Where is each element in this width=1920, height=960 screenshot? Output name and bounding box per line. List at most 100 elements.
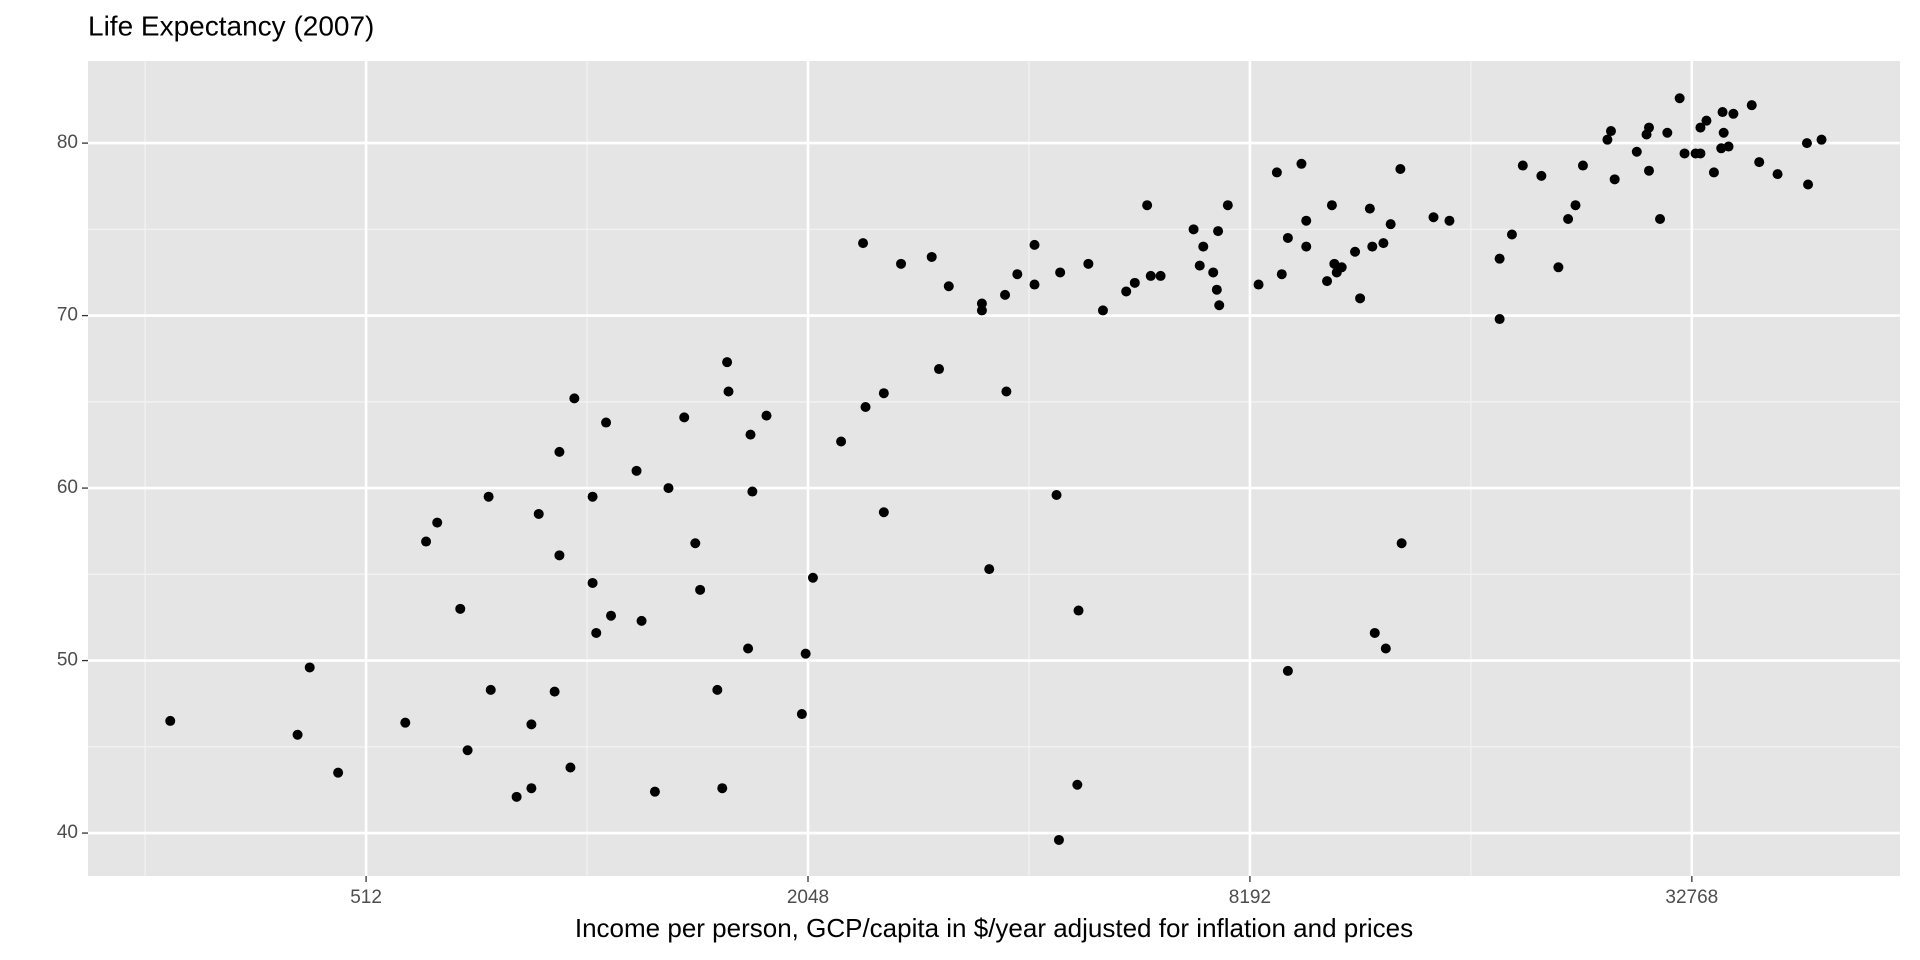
point [1000, 289, 1011, 300]
point [976, 298, 987, 309]
x-tick-label: 32768 [1665, 887, 1718, 908]
point [1674, 93, 1685, 104]
point [1276, 269, 1287, 280]
point [1271, 167, 1282, 178]
point [485, 684, 496, 695]
point [1083, 258, 1094, 269]
y-tick-label: 70 [57, 305, 78, 326]
point [587, 577, 598, 588]
point [1385, 219, 1396, 230]
point [743, 643, 754, 654]
point [1717, 107, 1728, 118]
point [1194, 260, 1205, 271]
point [860, 402, 871, 413]
point [1662, 127, 1673, 138]
point [601, 417, 612, 428]
point [533, 508, 544, 519]
point [526, 783, 537, 794]
point [1803, 179, 1814, 190]
point [1444, 215, 1455, 226]
point [1772, 169, 1783, 180]
point [690, 538, 701, 549]
point [1536, 170, 1547, 181]
point [1718, 127, 1729, 138]
point [807, 572, 818, 583]
point [1723, 141, 1734, 152]
point [1198, 241, 1209, 252]
point [943, 281, 954, 292]
point [1296, 158, 1307, 169]
point [1506, 229, 1517, 240]
point [549, 686, 560, 697]
point [896, 258, 907, 269]
point [1029, 239, 1040, 250]
point [636, 615, 647, 626]
point [304, 662, 315, 673]
point [800, 648, 811, 659]
point [1073, 605, 1084, 616]
point [333, 767, 344, 778]
point [984, 564, 995, 575]
point [836, 436, 847, 447]
point [976, 305, 987, 316]
point [1708, 167, 1719, 178]
point [1577, 160, 1588, 171]
point [1145, 270, 1156, 281]
point [1322, 276, 1333, 287]
point [1643, 165, 1654, 176]
point [165, 715, 176, 726]
point [1355, 293, 1366, 304]
point [878, 507, 889, 518]
point [1072, 779, 1083, 790]
point [1695, 148, 1706, 159]
point [1213, 226, 1224, 237]
point [1097, 305, 1108, 316]
point [511, 791, 522, 802]
y-tick-label: 60 [57, 477, 78, 498]
point [1055, 267, 1066, 278]
point [796, 709, 807, 720]
point [1155, 270, 1166, 281]
point [1428, 212, 1439, 223]
point [1605, 126, 1616, 137]
point [1746, 100, 1757, 111]
point [1553, 262, 1564, 273]
y-tick-label: 50 [57, 650, 78, 671]
point [1129, 277, 1140, 288]
x-tick-label: 8192 [1229, 887, 1271, 908]
point [1367, 241, 1378, 252]
point [1602, 134, 1613, 145]
point [1631, 146, 1642, 157]
point [1396, 538, 1407, 549]
point [1378, 238, 1389, 249]
point [565, 762, 576, 773]
point [934, 364, 945, 375]
point [554, 550, 565, 561]
point [1121, 286, 1132, 297]
point [649, 786, 660, 797]
point [292, 729, 303, 740]
point [1336, 262, 1347, 273]
point [400, 717, 411, 728]
point [1208, 267, 1219, 278]
point [1369, 627, 1380, 638]
point [878, 388, 889, 399]
point [1609, 174, 1620, 185]
point [1364, 203, 1375, 214]
point [1214, 300, 1225, 311]
point [1142, 200, 1153, 211]
point [1517, 160, 1528, 171]
point [587, 491, 598, 502]
point [631, 465, 642, 476]
point [606, 610, 617, 621]
point [1395, 163, 1406, 174]
point [1282, 232, 1293, 243]
point [1188, 224, 1199, 235]
point [1563, 213, 1574, 224]
point [421, 536, 432, 547]
point [1643, 122, 1654, 133]
point [1282, 665, 1293, 676]
point [1301, 241, 1312, 252]
